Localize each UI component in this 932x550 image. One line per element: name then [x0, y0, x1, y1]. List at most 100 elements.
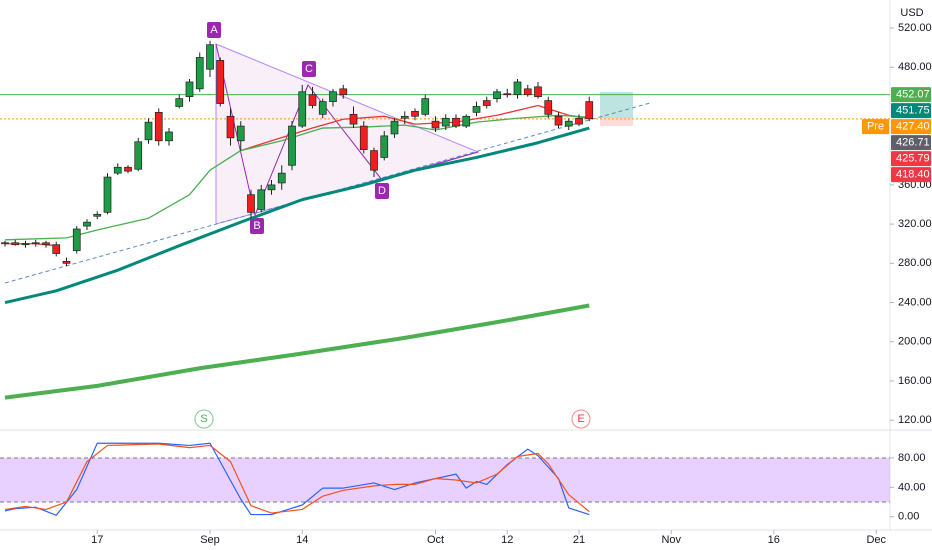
candle-body	[165, 131, 173, 142]
candle-body	[134, 141, 143, 170]
stoch-tick-label: 40.00	[898, 481, 926, 493]
price-tag-label: 427.40	[896, 121, 930, 133]
candle-body	[1, 242, 9, 245]
candle-body	[144, 121, 153, 141]
candle-body	[195, 57, 204, 90]
candle-body	[72, 228, 81, 251]
y-tick-label: 240.00	[898, 296, 932, 308]
event-marker[interactable]	[194, 409, 214, 429]
candle-body	[288, 125, 296, 166]
y-tick-label: 480.00	[898, 61, 932, 73]
price-tag-label: 452.07	[896, 89, 930, 101]
candle-body	[349, 113, 358, 125]
pattern-label-box	[207, 22, 221, 38]
candle-body	[267, 184, 276, 191]
candle-body	[441, 117, 450, 127]
price-tag-label: 426.71	[896, 137, 930, 149]
stoch-band	[0, 457, 890, 503]
candle-body	[400, 115, 409, 119]
x-tick-label: Nov	[661, 534, 681, 546]
candle-body	[452, 117, 460, 127]
candle-body	[113, 166, 122, 174]
price-tag-label: 418.40	[896, 169, 930, 181]
price-tag-label: 425.79	[896, 153, 930, 165]
candle-body	[585, 101, 594, 120]
x-tick-label: 12	[501, 534, 513, 546]
position-stop	[600, 118, 633, 126]
candle-body	[339, 88, 348, 96]
x-tick-label: 16	[768, 534, 780, 546]
moving-average	[4, 126, 590, 305]
pattern-label-box	[302, 61, 316, 77]
x-tick-label: Dec	[866, 534, 886, 546]
y-tick-label: 320.00	[898, 218, 932, 230]
y-tick-label: 520.00	[898, 22, 932, 34]
candle-body	[226, 115, 235, 139]
candle-body	[564, 120, 573, 127]
candle-body	[31, 242, 40, 245]
price-tag-prefix-box	[862, 119, 889, 135]
pattern-label: D	[378, 185, 386, 197]
candle-body	[62, 261, 71, 264]
y-tick-label: 200.00	[898, 336, 932, 348]
price-tag	[891, 103, 931, 119]
candle-body	[493, 91, 501, 99]
candle-body	[318, 101, 327, 115]
currency-label: USD	[900, 7, 923, 19]
x-tick-label: 14	[296, 534, 308, 546]
stoch-line	[4, 443, 590, 514]
candle-body	[390, 120, 399, 135]
candle-body	[257, 189, 266, 210]
candle-body	[534, 86, 542, 98]
candle-body	[21, 243, 30, 246]
candle-body	[124, 166, 132, 172]
moving-average	[4, 114, 590, 241]
pattern-label-box	[375, 183, 389, 199]
candle-body	[11, 242, 20, 246]
pattern-label-box	[250, 218, 264, 234]
candle-body	[370, 150, 378, 171]
price-tag	[891, 167, 931, 183]
pattern-labels: A B C D	[207, 22, 389, 234]
event-marker[interactable]	[571, 409, 591, 429]
x-tick-label: 17	[91, 534, 103, 546]
event-markers: S E	[194, 409, 591, 429]
candle-body	[42, 242, 50, 246]
candle-body	[462, 115, 471, 127]
pattern-label: A	[210, 24, 218, 36]
candle-body	[544, 100, 553, 115]
candle-body	[421, 98, 430, 115]
price-tag-prefix: Pre	[867, 121, 884, 133]
candle-body	[93, 213, 102, 217]
candle-body	[329, 91, 337, 102]
stoch-tick-label: 80.00	[898, 452, 926, 464]
moving-average	[4, 303, 590, 400]
y-tick-label: 120.00	[898, 414, 932, 426]
x-tick-label: Sep	[200, 534, 220, 546]
price-tag	[891, 151, 931, 167]
candle-body	[52, 244, 61, 254]
candle-body	[513, 81, 522, 96]
candle-body	[216, 60, 225, 104]
price-tag-label: 451.75	[896, 105, 930, 117]
candle-body	[431, 120, 440, 129]
candle-body	[247, 194, 255, 213]
candle-body	[380, 135, 389, 158]
stoch-tick-label: 0.00	[898, 511, 919, 523]
candle-body	[206, 44, 214, 70]
candle-body	[575, 117, 583, 125]
candle-body	[298, 91, 307, 127]
candle-body	[503, 93, 512, 96]
candle-body	[175, 98, 184, 107]
candle-body	[103, 176, 112, 213]
candle-body	[359, 125, 368, 150]
position-target	[600, 92, 633, 118]
y-tick-label: 280.00	[898, 257, 932, 269]
y-tick-label: 160.00	[898, 375, 932, 387]
pattern-label: B	[253, 220, 260, 232]
pattern-label: C	[305, 63, 313, 75]
candle-body	[482, 100, 491, 106]
candle-body	[472, 106, 481, 113]
candle-body	[154, 112, 163, 142]
